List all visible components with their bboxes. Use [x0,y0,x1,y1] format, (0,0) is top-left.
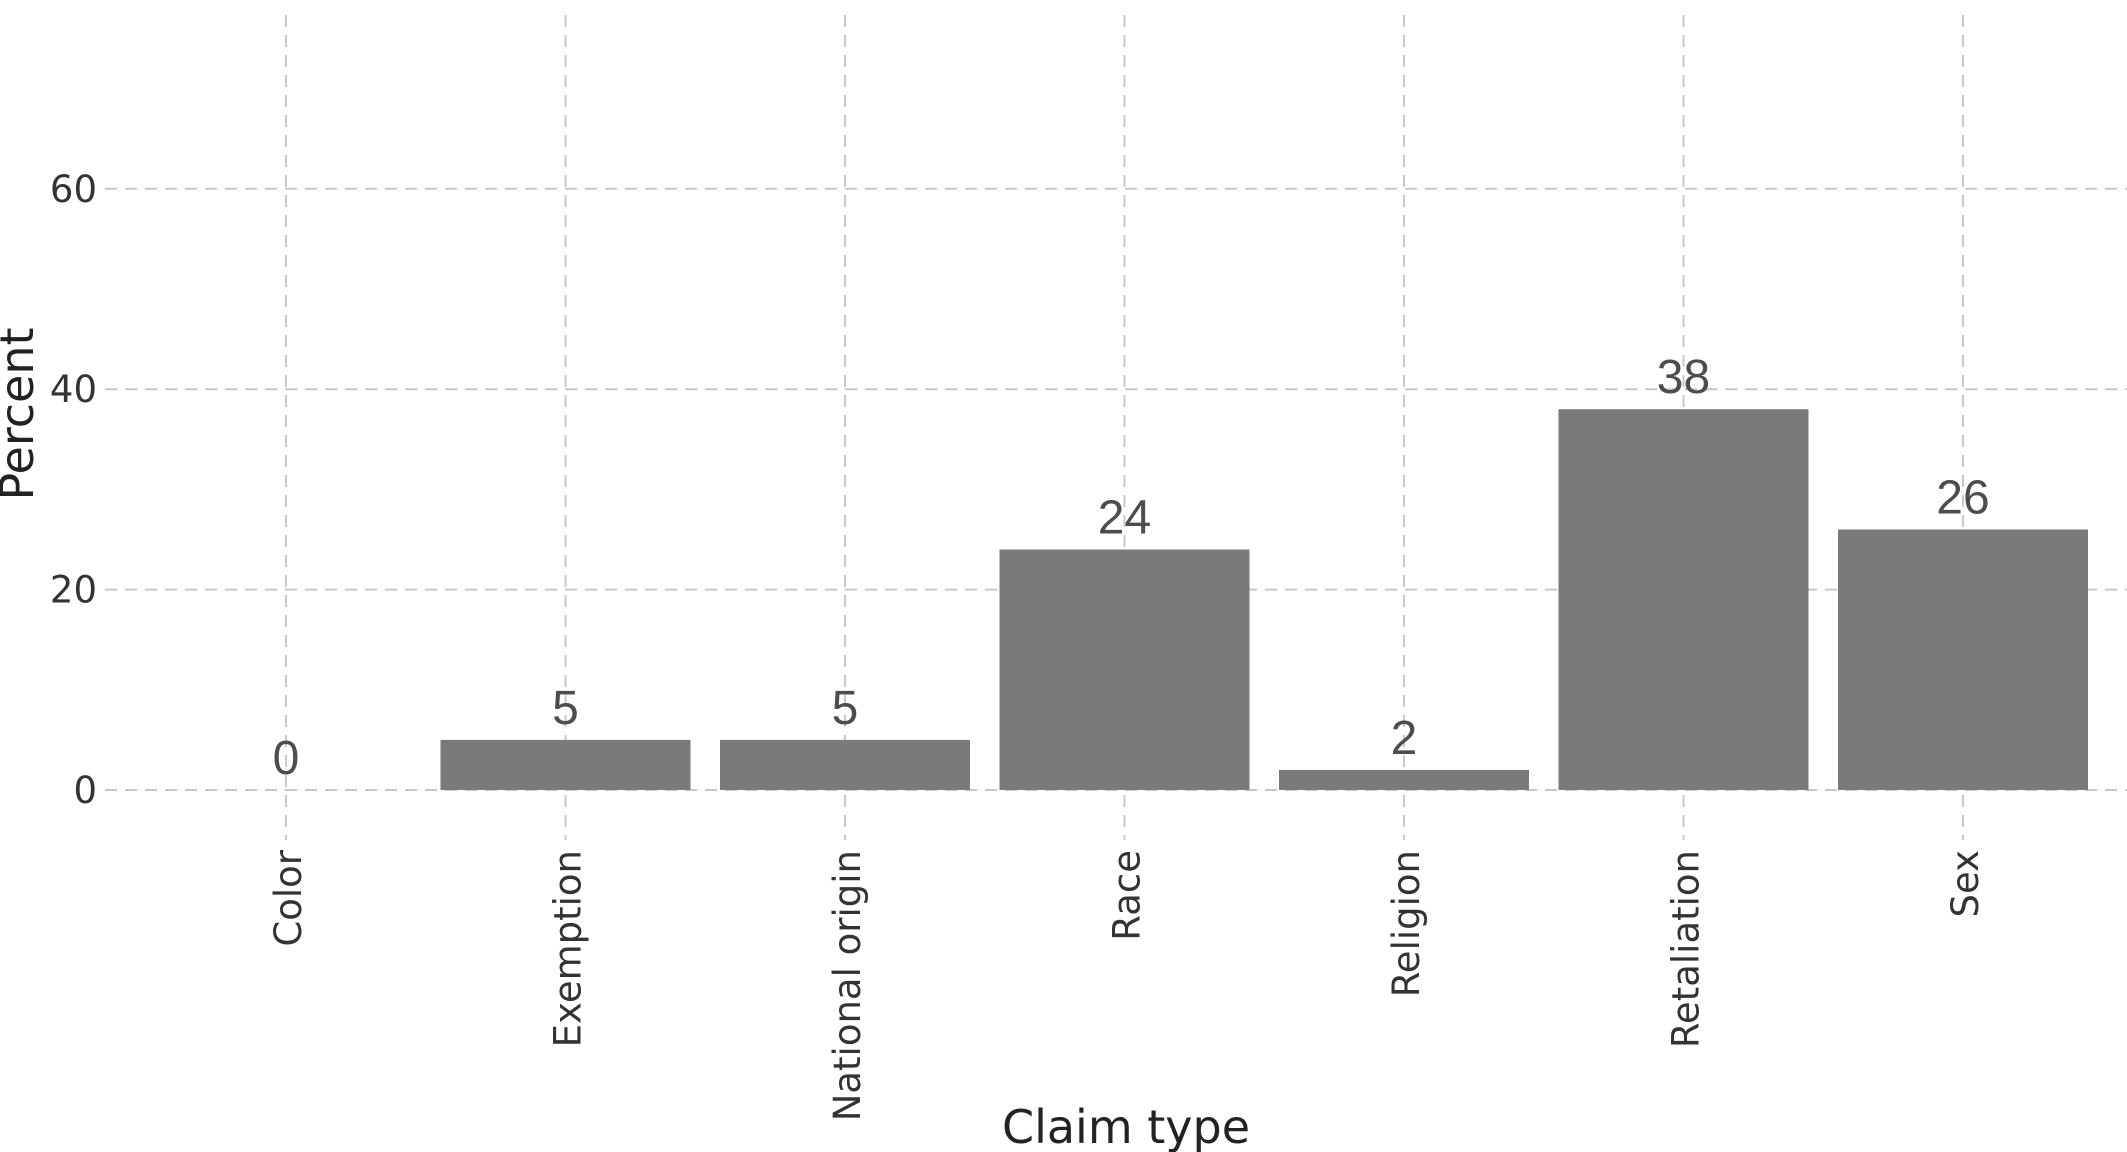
bar-retaliation [1558,409,1809,790]
bar-layer [440,409,2088,790]
bar-sex [1838,529,2088,790]
x-tick-label: Color [267,849,310,946]
y-axis-title: Percent [0,327,44,500]
x-tick-label: Religion [1385,850,1428,997]
x-tick-label: National origin [826,850,869,1121]
data-label: 38 [1657,351,1710,404]
x-tick-label: Race [1106,850,1149,941]
y-tick-label: 20 [50,569,97,612]
data-label: 2 [1391,712,1418,765]
x-axis-title: Claim type [1002,1100,1250,1152]
data-label-layer: 0 5 5 24 2 38 26 [273,351,1990,785]
x-tick-label: Sex [1944,850,1987,918]
x-axis-ticks: Color Exemption National origin Race Religio… [267,849,1987,1121]
y-axis-ticks: 0 20 40 60 [50,168,97,812]
data-label: 24 [1098,492,1151,545]
data-label: 5 [552,682,579,735]
data-label: 5 [832,682,859,735]
y-tick-label: 40 [50,368,97,411]
x-tick-label: Retaliation [1665,850,1708,1048]
bar-race [999,549,1250,790]
data-label: 0 [273,732,300,785]
bar-exemption [440,739,691,790]
x-tick-label: Exemption [547,850,590,1047]
bar-religion [1279,769,1529,790]
data-label: 26 [1936,471,1989,524]
y-tick-label: 0 [73,769,97,812]
bar-national-origin [720,739,970,790]
y-tick-label: 60 [50,168,97,211]
